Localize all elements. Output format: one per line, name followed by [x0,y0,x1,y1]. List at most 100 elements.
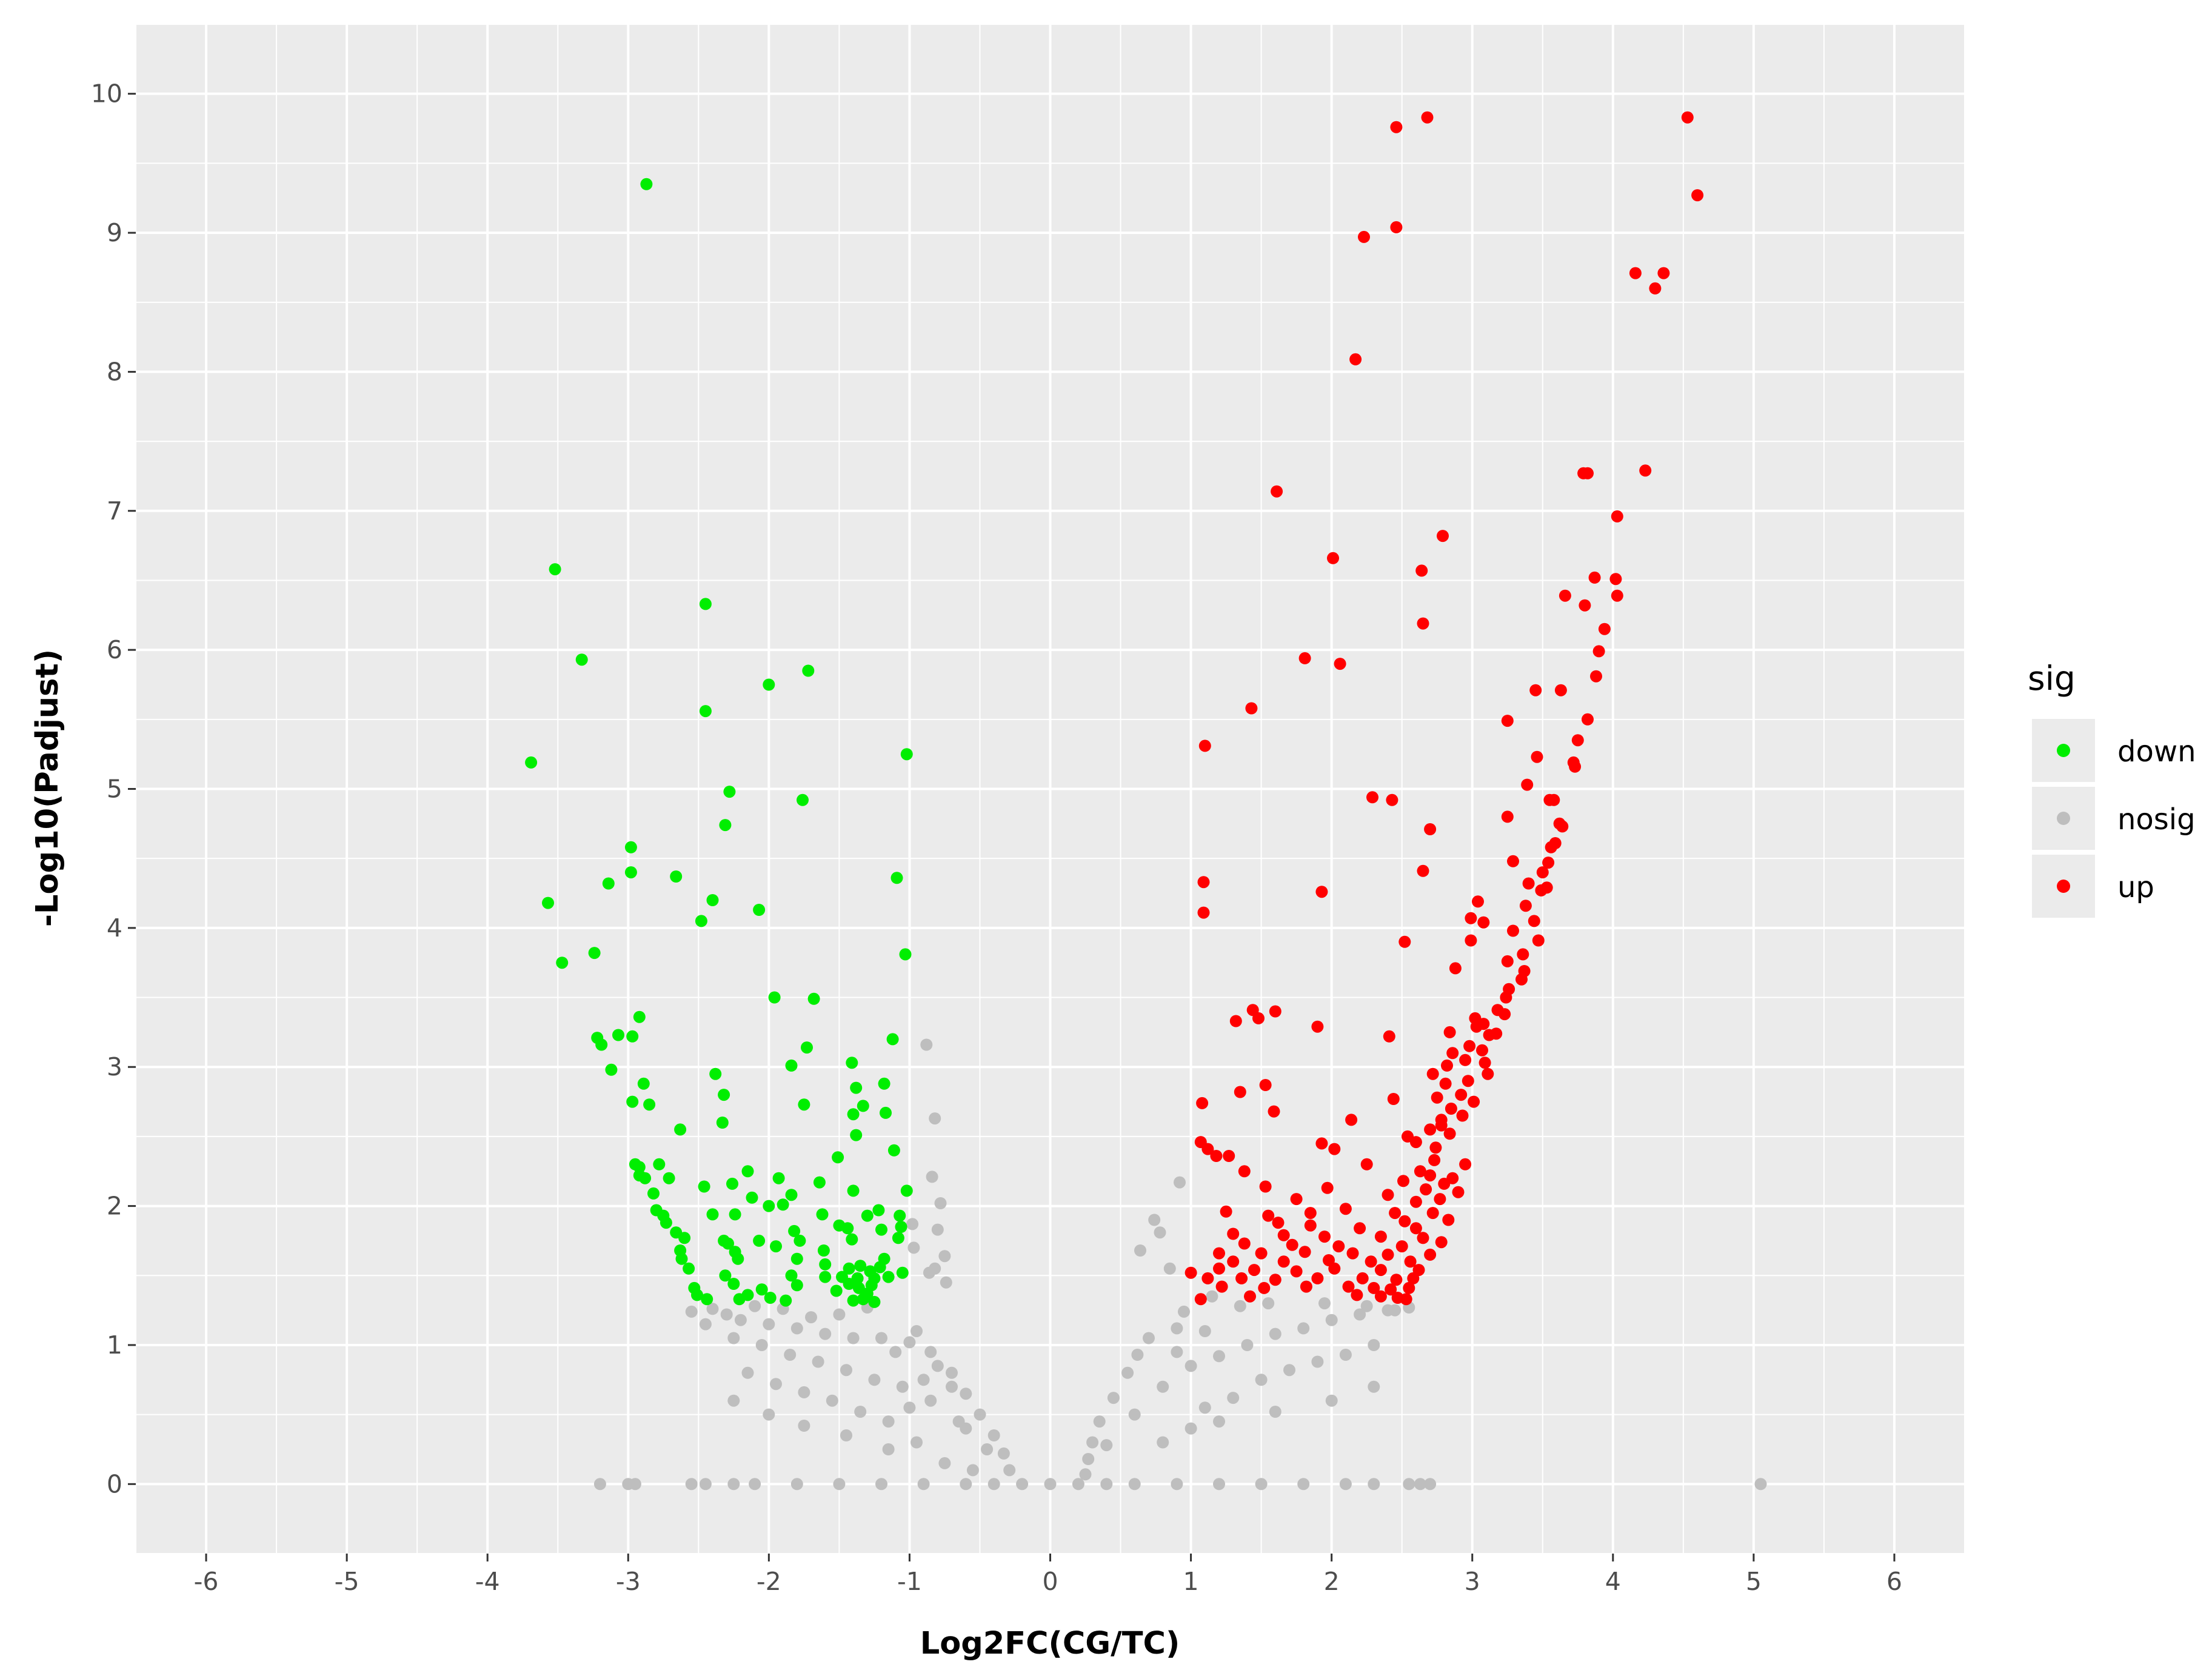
point-nosig [924,1394,937,1407]
point-up [1258,1281,1271,1294]
point-nosig [1157,1436,1169,1449]
point-down [695,915,707,927]
point-nosig [1093,1415,1106,1428]
point-down [790,1279,803,1292]
y-tick-label: 0 [107,1469,122,1498]
point-nosig [903,1401,916,1414]
point-nosig [833,1308,846,1321]
point-up [1536,866,1549,879]
point-nosig [940,1276,952,1289]
point-up [1507,855,1519,867]
point-up [1691,189,1704,202]
point-down [843,1262,855,1275]
point-down [857,1100,869,1112]
point-nosig [931,1223,944,1236]
point-nosig [798,1420,810,1432]
point-up [1569,760,1582,773]
point-up [1435,1236,1448,1249]
y-tick-label: 1 [107,1331,122,1360]
point-up [1639,464,1652,477]
point-up [1409,1136,1422,1149]
point-nosig [1174,1176,1186,1189]
point-down [729,1208,741,1221]
point-nosig [1283,1364,1295,1377]
point-nosig [1241,1339,1254,1351]
point-up [1365,1255,1377,1268]
point-up [1197,906,1210,919]
point-up [1354,1222,1366,1235]
point-down [790,1252,803,1265]
point-up [1286,1238,1298,1251]
point-nosig [1255,1374,1268,1386]
point-down [861,1209,874,1222]
point-nosig [1154,1226,1166,1239]
point-nosig [819,1327,832,1340]
point-nosig [1079,1468,1092,1481]
point-down [718,1089,730,1101]
point-down [763,1200,775,1212]
point-up [1277,1255,1290,1268]
y-tick-label: 6 [107,635,122,664]
point-down [841,1222,854,1235]
point-down [880,1106,892,1119]
point-down [801,1041,813,1054]
point-up [1424,1248,1437,1261]
point-up [1409,1222,1422,1235]
x-axis-title: Log2FC(CG/TC) [920,1626,1180,1661]
point-up [1290,1265,1303,1278]
point-nosig [755,1339,768,1351]
point-nosig [882,1443,895,1455]
point-up [1223,1150,1235,1162]
point-down [847,1294,860,1307]
point-up [1248,1264,1260,1277]
point-up [1271,485,1283,498]
point-nosig [1128,1408,1141,1421]
point-down [733,1293,746,1306]
point-down [830,1284,843,1297]
point-nosig [1354,1308,1366,1321]
point-up [1442,1214,1455,1226]
point-nosig [784,1349,797,1361]
point-down [797,793,809,806]
point-down [691,1289,703,1301]
point-nosig [938,1457,951,1469]
point-up [1571,734,1584,747]
x-tick-label: 6 [1886,1567,1902,1596]
major-gridlines [136,24,1965,1554]
x-tick-label: -2 [757,1567,781,1596]
x-tick-label: 0 [1042,1567,1058,1596]
point-up [1368,1281,1380,1294]
point-down [663,1172,675,1184]
y-tick-label: 2 [107,1192,122,1221]
point-up [1398,935,1411,948]
point-down [637,1077,650,1090]
point-up [1339,1203,1352,1215]
point-up [1420,1183,1432,1196]
point-nosig [896,1380,909,1393]
point-nosig [1171,1346,1183,1358]
point-nosig [1206,1290,1218,1303]
point-nosig [997,1447,1010,1460]
point-nosig [1134,1244,1146,1257]
point-up [1611,510,1623,523]
point-nosig [875,1332,887,1344]
point-down [699,705,712,718]
point-nosig [1262,1297,1275,1310]
point-nosig [840,1364,852,1377]
point-nosig [763,1408,775,1421]
point-up [1582,467,1594,479]
point-down [575,653,588,666]
point-up [1472,895,1484,908]
point-nosig [875,1478,887,1491]
point-down [878,1077,890,1090]
point-down [653,1158,666,1170]
point-up [1424,1123,1437,1136]
point-nosig [1368,1380,1380,1393]
point-up [1477,916,1490,929]
point-down [890,872,903,884]
point-up [1501,955,1514,967]
legend-label-up: up [2117,870,2154,904]
point-nosig [790,1478,803,1491]
point-down [850,1129,863,1141]
